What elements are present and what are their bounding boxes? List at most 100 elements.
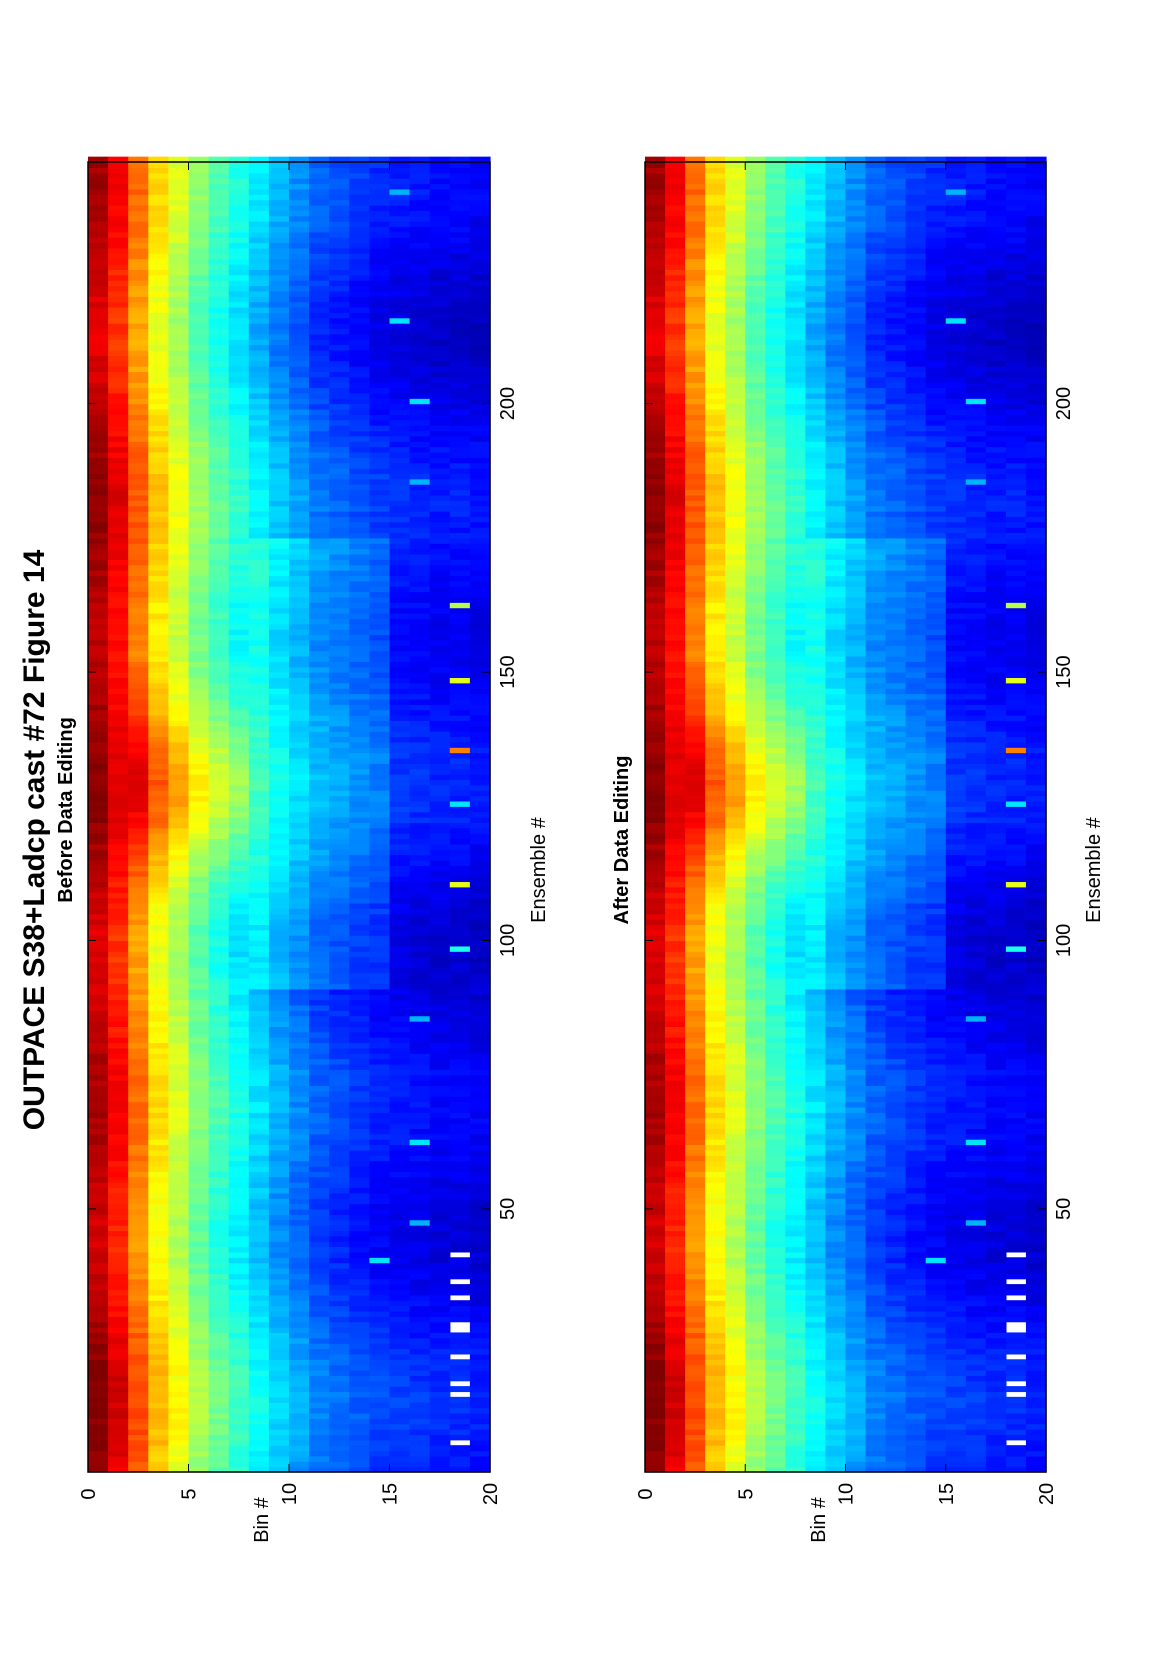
- heatmap-cell: [248, 1208, 270, 1215]
- heatmap-cell: [449, 924, 471, 931]
- heatmap-cell: [108, 929, 129, 936]
- heatmap-cell: [985, 1466, 1007, 1473]
- heatmap-cell: [168, 204, 190, 211]
- heatmap-cell: [148, 1171, 169, 1178]
- heatmap-cell: [268, 543, 290, 550]
- heatmap-cell: [389, 720, 411, 727]
- heatmap-cell: [705, 1450, 726, 1457]
- heatmap-cell: [469, 537, 491, 544]
- heatmap-cell: [449, 1026, 471, 1033]
- heatmap-cell: [369, 430, 391, 437]
- heatmap-cell: [369, 511, 391, 517]
- heatmap-cell: [228, 1112, 250, 1119]
- heatmap-cell: [449, 1219, 471, 1226]
- heatmap-cell: [148, 1380, 169, 1387]
- heatmap-cell: [168, 1155, 190, 1162]
- heatmap-cell: [188, 886, 210, 893]
- heatmap-cell: [188, 1407, 210, 1414]
- heatmap-cell: [88, 258, 109, 265]
- heatmap-cell: [349, 1208, 370, 1215]
- heatmap-cell: [309, 204, 330, 211]
- heatmap-cell: [469, 468, 491, 474]
- heatmap-cell: [148, 1305, 169, 1312]
- heatmap-cell: [289, 1214, 310, 1221]
- heatmap-cell: [429, 795, 451, 802]
- heatmap-cell: [349, 382, 370, 389]
- heatmap-cell: [208, 478, 230, 485]
- heatmap-cell: [329, 988, 350, 995]
- heatmap-cell: [429, 306, 451, 313]
- heatmap-cell: [329, 757, 350, 764]
- heatmap-cell: [88, 945, 109, 952]
- heatmap-cell: [228, 1450, 250, 1457]
- heatmap-cell: [88, 1176, 109, 1183]
- heatmap-cell: [429, 376, 451, 383]
- heatmap-cell: [289, 666, 310, 673]
- heatmap-cell: [208, 1096, 230, 1103]
- heatmap-cell: [248, 414, 270, 421]
- heatmap-cell: [389, 1246, 411, 1253]
- heatmap-cell: [389, 1230, 411, 1237]
- heatmap-cell: [429, 618, 451, 625]
- heatmap-cell: [188, 215, 210, 222]
- heatmap-cell: [108, 768, 129, 775]
- heatmap-cell: [369, 274, 391, 281]
- heatmap-cell: [369, 1160, 391, 1167]
- heatmap-cell: [449, 167, 471, 174]
- heatmap-cell: [268, 226, 290, 233]
- heatmap-cell: [429, 790, 451, 797]
- heatmap-cell: [88, 629, 109, 636]
- heatmap-cell: [369, 586, 391, 593]
- heatmap-cell: [329, 849, 350, 856]
- heatmap-cell: [88, 967, 109, 974]
- heatmap-cell: [469, 1241, 491, 1248]
- heatmap-cell: [409, 333, 431, 340]
- heatmap-cell: [449, 940, 471, 947]
- heatmap-cell: [449, 301, 471, 308]
- heatmap-cell: [188, 677, 210, 684]
- heatmap-cell: [148, 698, 169, 705]
- heatmap-cell: [409, 1380, 431, 1387]
- heatmap-cell: [208, 870, 230, 877]
- heatmap-cell: [248, 1031, 270, 1038]
- heatmap-cell: [389, 172, 411, 179]
- heatmap-cell: [309, 1117, 330, 1124]
- heatmap-cell: [329, 178, 350, 185]
- heatmap-cell: [289, 521, 310, 528]
- heatmap-cell: [248, 457, 270, 464]
- heatmap-cell: [268, 768, 290, 775]
- heatmap-cell: [228, 1133, 250, 1140]
- heatmap-cell: [108, 317, 129, 324]
- heatmap-cell: [429, 462, 451, 469]
- heatmap-cell: [228, 672, 250, 679]
- heatmap-cell: [429, 919, 451, 925]
- heatmap-cell: [268, 1455, 290, 1462]
- heatmap-cell: [309, 1294, 330, 1301]
- heatmap-cell: [88, 553, 109, 560]
- heatmap-cell: [168, 677, 190, 684]
- heatmap-cell: [188, 1310, 210, 1317]
- heatmap-cell: [409, 1063, 431, 1070]
- heatmap-cell: [289, 344, 310, 351]
- heatmap-cell: [208, 521, 230, 528]
- heatmap-cell: [329, 698, 350, 705]
- heatmap-cell: [389, 806, 411, 813]
- heatmap-cell: [188, 532, 210, 539]
- heatmap-cell: [228, 774, 250, 781]
- heatmap-cell: [409, 800, 431, 807]
- heatmap-cell: [128, 720, 149, 727]
- heatmap-cell: [208, 1412, 230, 1419]
- heatmap-cell: [369, 682, 391, 689]
- heatmap-cell: [148, 1139, 169, 1146]
- heatmap-cell: [469, 972, 491, 979]
- heatmap-cell: [429, 199, 451, 206]
- heatmap-cell: [108, 457, 129, 464]
- heatmap-cell: [268, 876, 290, 883]
- heatmap-cell: [228, 838, 250, 845]
- heatmap-cell: [349, 784, 370, 791]
- heatmap-cell: [268, 306, 290, 313]
- heatmap-cell: [248, 1010, 270, 1017]
- heatmap-cell: [369, 1284, 391, 1291]
- heatmap-cell: [168, 1251, 190, 1258]
- heatmap-cell: [128, 666, 149, 673]
